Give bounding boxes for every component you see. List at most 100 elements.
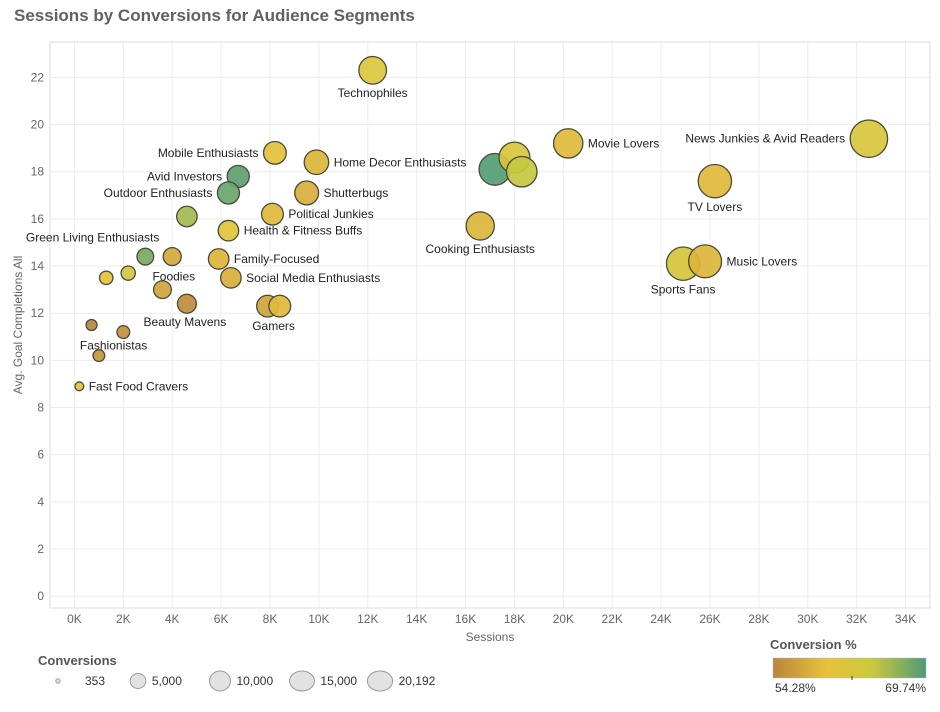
color-legend-min: 54.28% (775, 681, 816, 695)
scatter-point[interactable] (98, 270, 114, 286)
color-legend[interactable]: Conversion % 54.28% 69.74% (770, 637, 926, 695)
x-tick-label: 4K (165, 612, 180, 626)
size-legend-swatch (55, 678, 61, 684)
color-legend-title: Conversion % (770, 637, 857, 652)
scatter-point[interactable] (465, 211, 495, 241)
x-tick-label: 0K (67, 612, 82, 626)
x-tick-label: 6K (214, 612, 229, 626)
color-legend-gradient (772, 657, 927, 679)
scatter-point[interactable] (162, 246, 182, 267)
size-legend-label: 20,192 (399, 674, 436, 688)
point-label: Green Living Enthusiasts (26, 231, 159, 245)
color-legend-max: 69.74% (885, 681, 926, 695)
y-axis-title: Avg. Goal Completions All (11, 256, 25, 395)
x-tick-label: 2K (116, 612, 131, 626)
scatter-point[interactable] (303, 149, 330, 176)
point-label: Fast Food Cravers (89, 379, 188, 393)
size-legend-swatch (129, 673, 147, 689)
scatter-point[interactable] (262, 140, 287, 165)
size-legend-title: Conversions (38, 653, 117, 668)
point-label: Family-Focused (234, 252, 319, 266)
scatter-point[interactable] (175, 205, 198, 228)
size-legend-swatch (366, 670, 394, 692)
x-tick-label: 26K (699, 612, 720, 626)
scatter-point[interactable] (294, 180, 320, 206)
x-tick-label: 28K (748, 612, 769, 626)
x-tick-label: 22K (602, 612, 623, 626)
y-tick-label: 20 (31, 118, 45, 132)
point-label: Fashionistas (80, 339, 147, 353)
point-label: Avid Investors (147, 169, 222, 183)
x-tick-label: 16K (455, 612, 476, 626)
x-tick-label: 18K (504, 612, 525, 626)
x-tick-label: 32K (846, 612, 867, 626)
y-tick-label: 4 (37, 495, 44, 509)
point-label: Technophiles (338, 86, 408, 100)
size-legend-label: 353 (85, 674, 105, 688)
point-label: Health & Fitness Buffs (244, 224, 363, 238)
x-tick-label: 8K (263, 612, 278, 626)
scatter-point[interactable] (849, 119, 889, 159)
scatter-point[interactable] (85, 318, 98, 332)
scatter-point[interactable] (136, 247, 155, 266)
point-labels: Technophiles Mobile Enthusiasts Home Decor… (26, 86, 845, 393)
size-legend-label: 10,000 (236, 674, 273, 688)
y-tick-label: 6 (37, 448, 44, 462)
x-tick-label: 30K (797, 612, 818, 626)
scatter-point[interactable] (120, 265, 136, 281)
point-label: Cooking Enthusiasts (426, 242, 535, 256)
point-label: Music Lovers (727, 254, 798, 268)
point-label: Shutterbugs (324, 186, 389, 200)
point-label: Social Media Enthusiasts (246, 271, 380, 285)
scatter-point[interactable] (697, 163, 733, 199)
scatter-point[interactable] (552, 128, 584, 159)
point-label: Mobile Enthusiasts (158, 146, 259, 160)
y-tick-label: 10 (31, 353, 45, 367)
scatter-point[interactable] (217, 219, 240, 242)
y-tick-label: 16 (31, 212, 45, 226)
point-label: TV Lovers (688, 200, 743, 214)
point-label: Gamers (252, 319, 295, 333)
scatter-point[interactable] (505, 155, 538, 188)
scatter-point[interactable] (216, 181, 241, 205)
point-label: Beauty Mavens (144, 315, 227, 329)
y-axis-ticks: 0 2 4 6 8 10 12 14 16 18 20 22 (31, 70, 45, 603)
x-tick-label: 34K (895, 612, 916, 626)
size-legend-swatch (289, 670, 315, 692)
x-tick-label: 20K (553, 612, 574, 626)
data-points (74, 55, 889, 392)
x-tick-label: 24K (650, 612, 671, 626)
size-legend-swatch (209, 670, 231, 692)
size-legend[interactable]: Conversions 353 5,000 10,000 15,000 20,192 (38, 653, 436, 692)
point-label: Political Junkies (288, 207, 373, 221)
x-axis-title: Sessions (466, 630, 515, 644)
point-label: Home Decor Enthusiasts (334, 155, 467, 169)
scatter-point[interactable] (92, 349, 106, 363)
y-tick-label: 8 (37, 401, 44, 415)
scatter-point[interactable] (219, 266, 242, 289)
scatter-point[interactable] (358, 55, 388, 85)
y-tick-label: 14 (31, 259, 45, 273)
point-label: Movie Lovers (588, 136, 659, 150)
y-tick-label: 18 (31, 165, 45, 179)
scatter-point[interactable] (152, 280, 172, 300)
scatter-point[interactable] (688, 244, 723, 279)
x-tick-label: 14K (406, 612, 427, 626)
point-label: Sports Fans (651, 282, 716, 296)
size-legend-label: 15,000 (320, 674, 357, 688)
y-tick-label: 12 (31, 306, 45, 320)
size-legend-label: 5,000 (152, 674, 182, 688)
plot-frame (49, 41, 931, 609)
scatter-point[interactable] (207, 248, 230, 270)
scatter-point[interactable] (74, 381, 85, 392)
point-label: News Junkies & Avid Readers (685, 132, 845, 146)
x-axis-ticks: 0K 2K 4K 6K 8K 10K 12K 14K 16K 18K 20K 22K 24K 26K 28K… (67, 612, 916, 626)
scatter-point[interactable] (116, 325, 131, 340)
point-label: Outdoor Enthusiasts (104, 186, 213, 200)
grid-lines (50, 42, 930, 608)
scatter-point[interactable] (260, 202, 284, 226)
scatter-point[interactable] (268, 294, 292, 318)
x-tick-label: 10K (308, 612, 329, 626)
scatter-point[interactable] (176, 293, 197, 314)
